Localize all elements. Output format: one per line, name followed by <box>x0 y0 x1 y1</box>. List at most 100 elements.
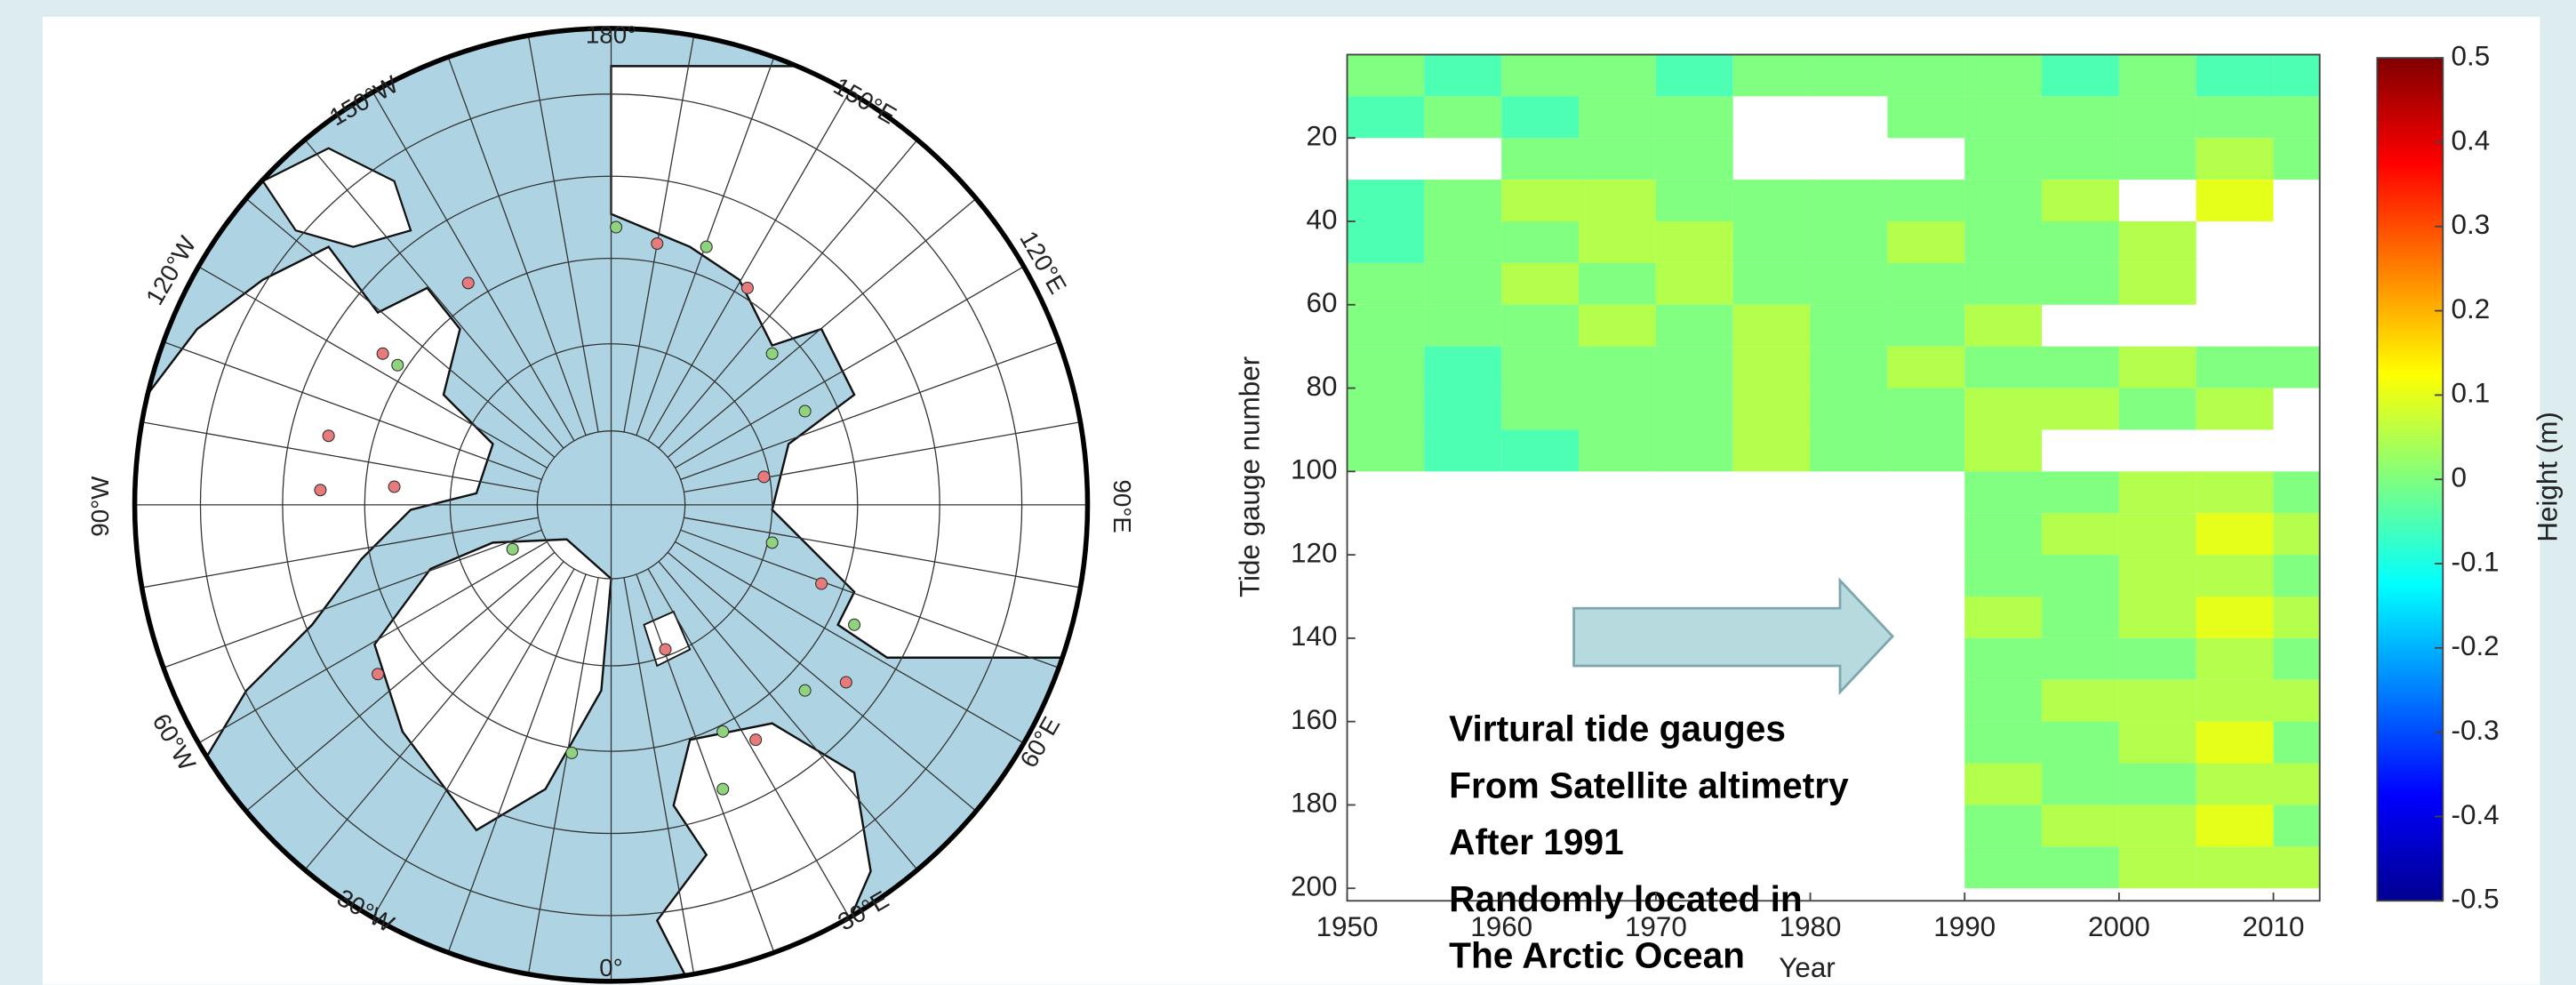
colorbar-tick-label: 0.5 <box>2452 40 2491 71</box>
heat-cell <box>2042 96 2119 139</box>
heat-cell <box>1347 96 1425 139</box>
heat-cell <box>1424 388 1502 430</box>
heat-cell <box>2118 96 2196 139</box>
heat-cell <box>2273 54 2320 97</box>
colorbar <box>2376 57 2444 902</box>
heat-cell <box>1887 304 1965 347</box>
y-axis-label: Tide gauge number <box>1235 356 1266 597</box>
heat-cell <box>1810 429 1888 472</box>
heat-cell <box>1579 96 1656 139</box>
heat-cell <box>1347 262 1425 305</box>
station <box>376 347 389 360</box>
heat-cell <box>2042 846 2119 889</box>
x-tick-label: 1970 <box>1625 911 1687 942</box>
heat-cell <box>1655 180 1733 222</box>
x-tick-label: 1950 <box>1316 911 1379 942</box>
heat-cell <box>2196 346 2274 388</box>
heat-cell <box>1732 388 1811 430</box>
heat-cell <box>2273 679 2320 722</box>
meridian <box>293 126 564 449</box>
heat-cell <box>2118 555 2196 597</box>
heat-cell <box>1964 429 2043 472</box>
meridian <box>233 551 556 822</box>
heat-cell <box>1964 96 2043 139</box>
meridian <box>675 541 1039 752</box>
heat-cell <box>2118 679 2196 722</box>
heat-cell <box>2042 763 2119 805</box>
colorbar-tick-label: 0 <box>2452 462 2467 493</box>
colorbar-tick-label: -0.5 <box>2452 884 2500 915</box>
heat-cell <box>2042 805 2119 847</box>
meridian <box>667 187 989 458</box>
meridian <box>667 551 989 822</box>
heat-cell <box>1347 304 1425 347</box>
heat-cell <box>2196 637 2274 680</box>
y-tick-label: 200 <box>1291 871 1337 902</box>
heat-cell <box>1964 721 2043 764</box>
meridian <box>364 77 575 442</box>
heat-cell <box>1732 346 1811 388</box>
station <box>388 480 401 493</box>
heat-cell <box>1424 180 1502 222</box>
map-label: 90°W <box>86 476 114 537</box>
heat-cell <box>1732 304 1811 347</box>
heat-cell <box>2042 596 2119 638</box>
meridian <box>134 517 539 591</box>
heat-cell <box>1501 304 1580 347</box>
station <box>716 782 730 796</box>
heat-cell <box>1887 221 1965 263</box>
colorbar-tick-label: -0.2 <box>2452 630 2500 661</box>
map-label: 0° <box>599 954 623 981</box>
station <box>757 470 771 484</box>
meridian <box>148 335 542 481</box>
heat-cell <box>1424 54 1502 97</box>
meridian <box>636 41 780 436</box>
heat-cell <box>2273 763 2320 805</box>
heat-cell <box>1501 262 1580 305</box>
eurasia <box>610 65 1088 659</box>
heat-cell <box>2042 221 2119 263</box>
heat-cell <box>2273 846 2320 889</box>
station <box>765 347 779 360</box>
meridian <box>658 561 929 884</box>
heat-cell <box>2118 262 2196 305</box>
heat-cell <box>1424 346 1502 388</box>
y-tick-label: 40 <box>1307 204 1338 235</box>
heat-cell <box>1964 637 2043 680</box>
heat-cell <box>1655 429 1733 472</box>
heat-cell <box>2042 679 2119 722</box>
y-tick-label: 120 <box>1291 537 1337 568</box>
heat-cell <box>2196 471 2274 514</box>
station <box>839 676 852 689</box>
annotation: From Satellite altimetry <box>1449 765 1849 805</box>
station <box>740 281 754 294</box>
heat-cell <box>1655 262 1733 305</box>
plot-frame <box>1346 53 2321 902</box>
heat-cell <box>2042 262 2119 305</box>
heat-cell <box>1579 429 1656 472</box>
heat-cell <box>1501 180 1580 222</box>
heat-cell <box>2118 138 2196 180</box>
heat-cell <box>2273 637 2320 680</box>
annotation: Randomly located in <box>1449 878 1803 919</box>
meridian <box>293 561 564 884</box>
heat-cell <box>2118 54 2196 97</box>
heat-cell <box>1347 221 1425 263</box>
heat-cell <box>2273 721 2320 764</box>
heat-cell <box>2196 180 2274 222</box>
heat-cell <box>2273 805 2320 847</box>
meridian <box>680 529 1075 675</box>
heat-cell <box>1964 221 2043 263</box>
station <box>506 542 519 556</box>
meridian <box>184 541 548 752</box>
station <box>749 733 763 747</box>
heat-cell <box>1964 54 2043 97</box>
meridian <box>184 258 548 468</box>
heat-cell <box>2042 138 2119 180</box>
y-tick-label: 160 <box>1291 704 1337 735</box>
colorbar-tick-label: 0.3 <box>2452 209 2491 240</box>
heat-cell <box>2118 846 2196 889</box>
x-axis-label: Year <box>1779 952 1835 983</box>
